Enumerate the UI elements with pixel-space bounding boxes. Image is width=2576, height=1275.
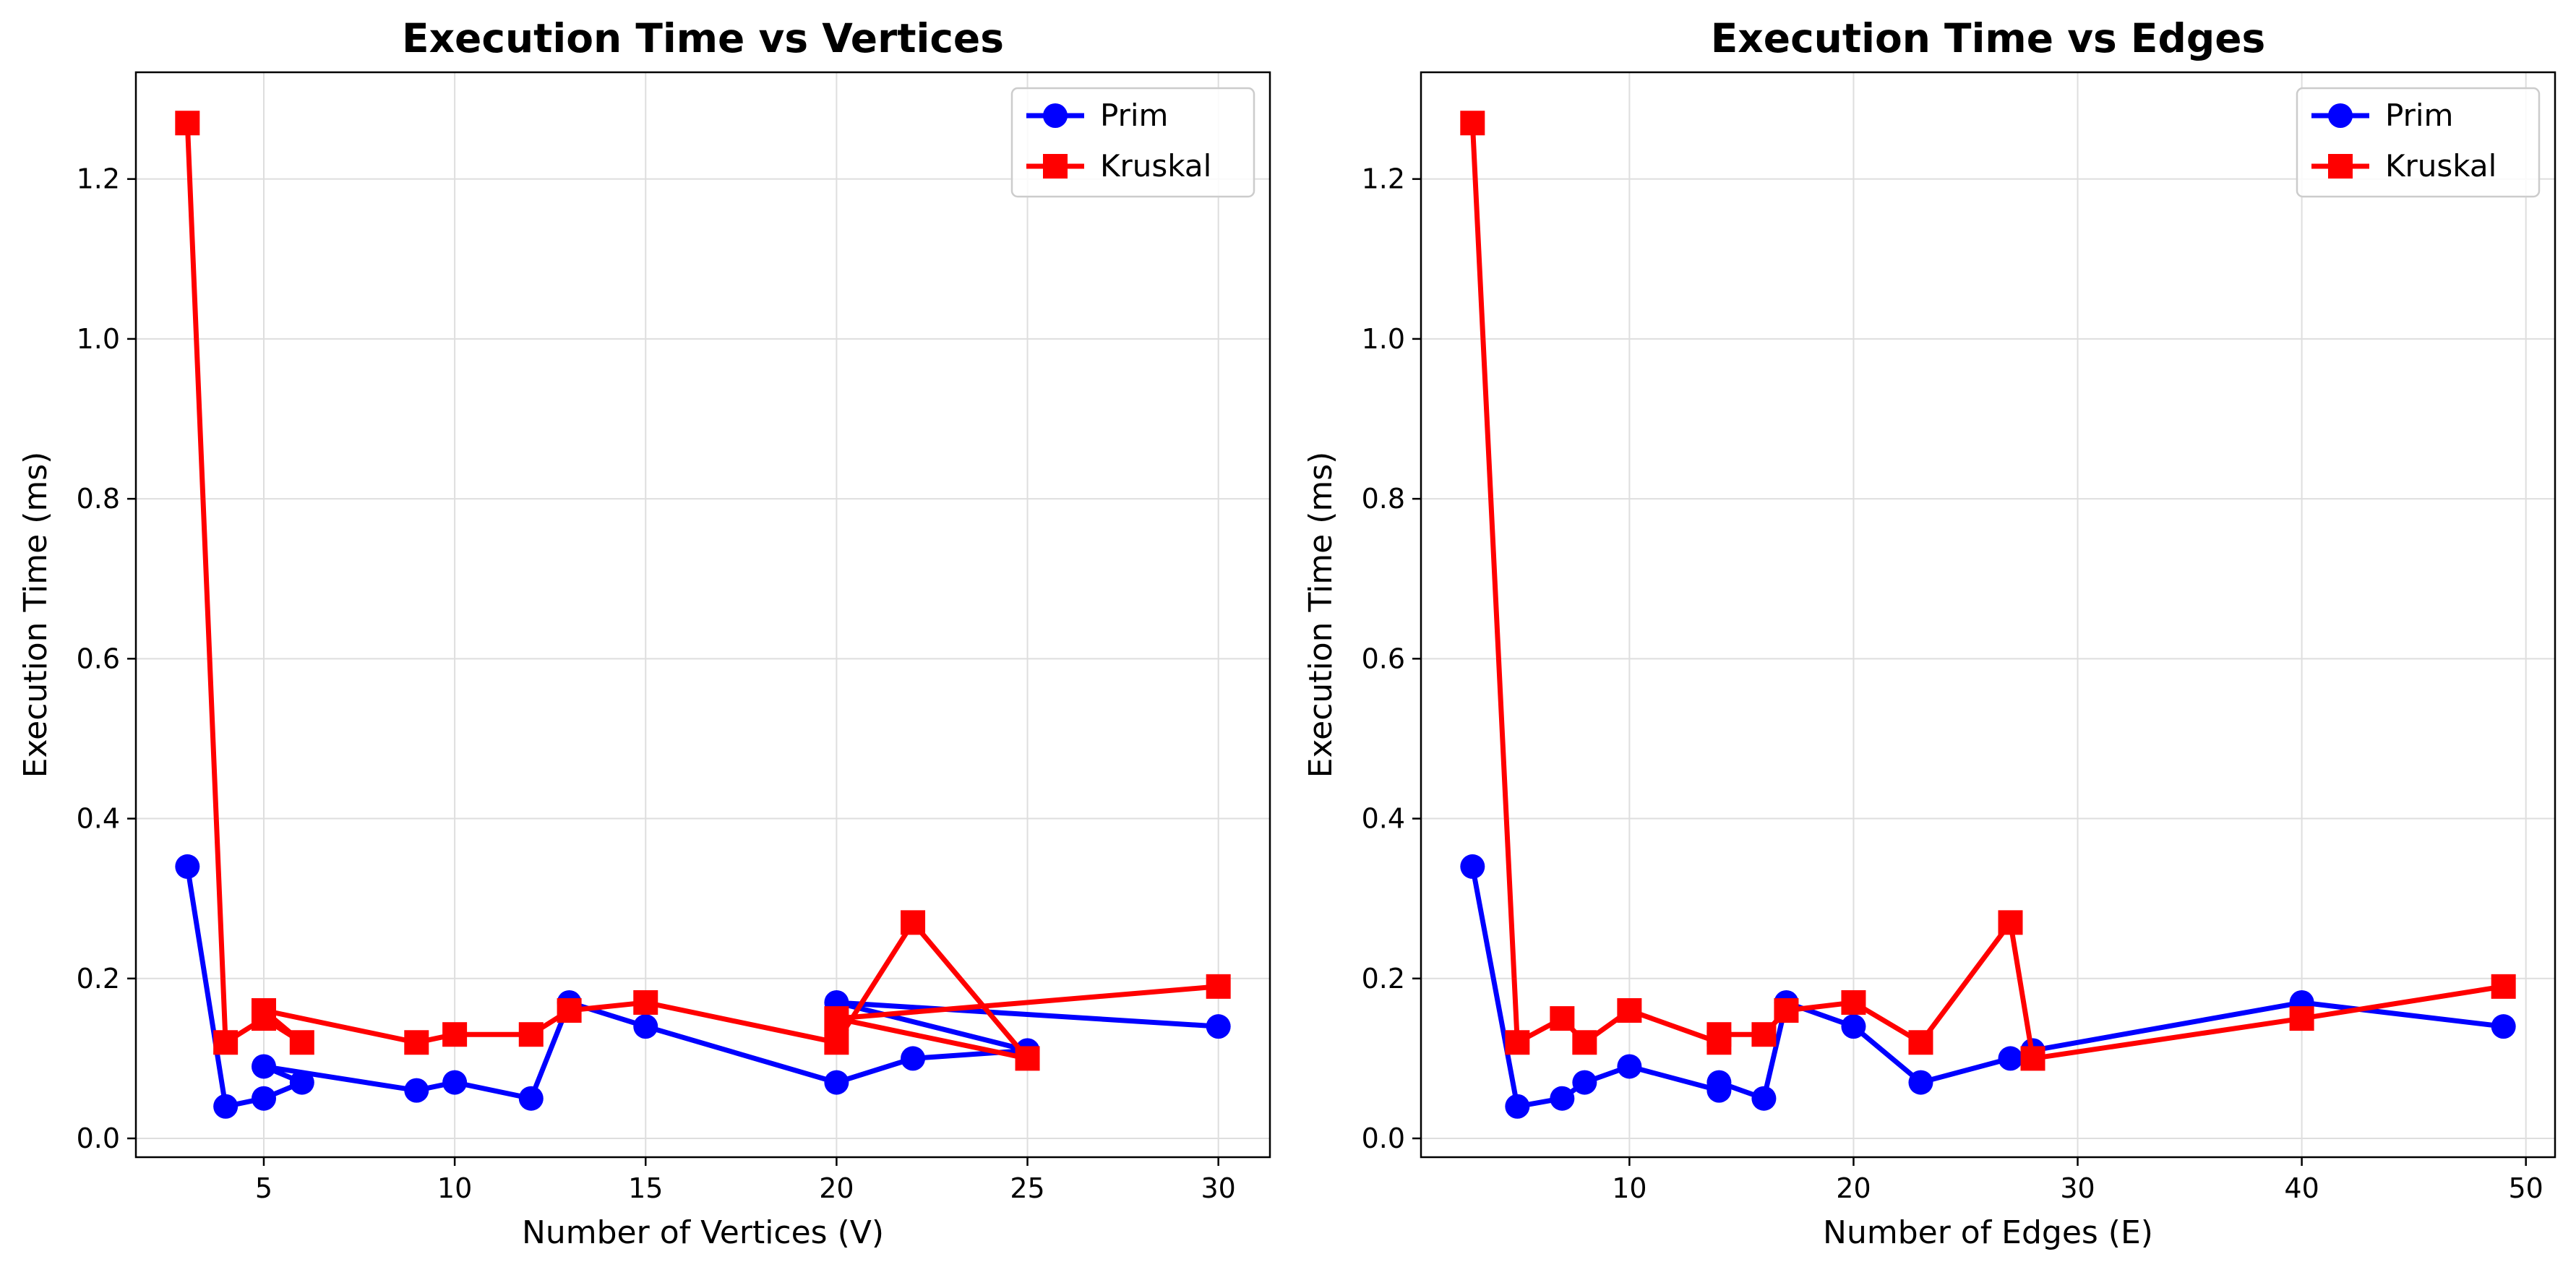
data-point-prim [1206, 1014, 1231, 1039]
y-tick-label: 0.0 [1362, 1122, 1405, 1154]
y-tick-label: 0.2 [77, 963, 120, 995]
data-point-kruskal [633, 989, 658, 1015]
data-point-prim [1460, 854, 1485, 879]
data-point-prim [1908, 1070, 1933, 1095]
x-tick-label: 30 [1201, 1172, 1236, 1204]
y-tick-label: 0.8 [77, 483, 120, 515]
data-point-kruskal [1460, 111, 1485, 136]
data-point-kruskal [1706, 1022, 1732, 1047]
chart-panel-1: 5 10 15 20 25 30 0.0 0.2 0.4 0.6 0.8 1.0 1.2 Prim Krus… [17, 15, 1271, 1251]
data-point-prim [442, 1070, 468, 1095]
x-tick-label: 40 [2284, 1172, 2319, 1204]
y-tick-label: 0.0 [77, 1122, 120, 1154]
y-tick-label: 0.6 [1362, 643, 1405, 674]
data-point-prim [175, 854, 200, 879]
data-point-kruskal [2491, 974, 2516, 999]
legend-label-kruskal: Kruskal [2385, 148, 2496, 184]
y-tick-label: 1.0 [1362, 323, 1405, 355]
data-point-prim [824, 1070, 849, 1095]
data-point-prim [404, 1078, 429, 1103]
data-point-prim [1706, 1070, 1732, 1095]
data-point-prim [1550, 1086, 1575, 1111]
data-point-prim [2491, 1014, 2516, 1039]
x-tick-label: 20 [1836, 1172, 1871, 1204]
x-tick-label: 10 [437, 1172, 472, 1204]
data-point-kruskal [1015, 1046, 1040, 1071]
data-point-prim [289, 1070, 314, 1095]
data-point-kruskal [1998, 910, 2023, 935]
y-tick-label: 0.8 [1362, 483, 1405, 515]
x-tick-label: 10 [1612, 1172, 1647, 1204]
data-point-kruskal [2020, 1046, 2045, 1071]
legend-label-kruskal: Kruskal [1100, 148, 1211, 184]
data-point-prim [1572, 1070, 1597, 1095]
data-point-prim [901, 1046, 926, 1071]
y-tick-label: 1.2 [1362, 163, 1405, 195]
y-tick-label: 0.2 [1362, 963, 1405, 995]
data-point-kruskal [289, 1030, 314, 1055]
legend-marker-kruskal [1043, 154, 1068, 179]
legend-marker-prim [1043, 103, 1068, 128]
data-point-kruskal [251, 998, 276, 1023]
y-tick-label: 1.0 [77, 323, 120, 355]
data-point-kruskal [213, 1030, 239, 1055]
data-point-kruskal [1206, 974, 1231, 999]
x-tick-label: 15 [628, 1172, 663, 1204]
chart-panel-2: 10 20 30 40 50 0.0 0.2 0.4 0.6 0.8 1.0 1.2 Prim Krusk… [1302, 15, 2556, 1251]
data-point-kruskal [557, 998, 582, 1023]
x-tick-label: 50 [2509, 1172, 2543, 1204]
data-point-kruskal [404, 1030, 429, 1055]
x-tick-label: 20 [819, 1172, 854, 1204]
data-point-kruskal [518, 1022, 544, 1047]
x-tick-label: 5 [255, 1172, 272, 1204]
legend: Prim Kruskal [1010, 87, 1255, 198]
data-point-kruskal [1908, 1030, 1933, 1055]
plot-area [1421, 72, 2555, 1157]
x-tick-label: 30 [2060, 1172, 2095, 1204]
data-point-kruskal [2289, 1006, 2314, 1031]
y-axis-label: Execution Time (ms) [17, 452, 54, 778]
y-tick-label: 0.4 [77, 803, 120, 835]
data-point-prim [1751, 1086, 1777, 1111]
data-point-kruskal [1550, 1006, 1575, 1031]
data-point-prim [213, 1094, 239, 1119]
data-point-kruskal [442, 1022, 468, 1047]
data-point-kruskal [901, 910, 926, 935]
plot-area [136, 72, 1270, 1157]
legend: Prim Kruskal [2296, 87, 2541, 198]
data-point-prim [251, 1054, 276, 1079]
data-point-kruskal [1617, 998, 1642, 1023]
data-point-kruskal [1505, 1030, 1530, 1055]
legend-marker-kruskal [2328, 154, 2353, 179]
data-point-kruskal [1572, 1030, 1597, 1055]
y-tick-label: 0.6 [77, 643, 120, 674]
legend-label-prim: Prim [1100, 98, 1168, 133]
legend-marker-prim [2328, 103, 2353, 128]
y-axis-label: Execution Time (ms) [1302, 452, 1339, 778]
data-point-prim [251, 1086, 276, 1111]
x-tick-label: 25 [1010, 1172, 1044, 1204]
data-point-prim [1617, 1054, 1642, 1079]
data-point-kruskal [824, 1006, 849, 1031]
data-point-kruskal [824, 1030, 849, 1055]
x-axis-label: Number of Vertices (V) [522, 1214, 884, 1251]
x-axis-label: Number of Edges (E) [1823, 1214, 2153, 1251]
data-point-prim [1998, 1046, 2023, 1071]
chart-title: Execution Time vs Edges [1711, 15, 2266, 61]
y-tick-label: 0.4 [1362, 803, 1405, 835]
data-point-kruskal [175, 111, 200, 136]
y-tick-label: 1.2 [77, 163, 120, 195]
data-point-prim [1841, 1014, 1866, 1039]
data-point-kruskal [1751, 1022, 1777, 1047]
axes-frame [1420, 71, 2556, 1159]
data-point-prim [518, 1086, 544, 1111]
data-point-prim [633, 1014, 658, 1039]
legend-label-prim: Prim [2385, 98, 2453, 133]
axes-frame [134, 71, 1271, 1159]
data-point-kruskal [1841, 989, 1866, 1015]
chart-title: Execution Time vs Vertices [402, 15, 1004, 61]
data-point-prim [1505, 1094, 1530, 1119]
data-point-kruskal [1774, 998, 1799, 1023]
